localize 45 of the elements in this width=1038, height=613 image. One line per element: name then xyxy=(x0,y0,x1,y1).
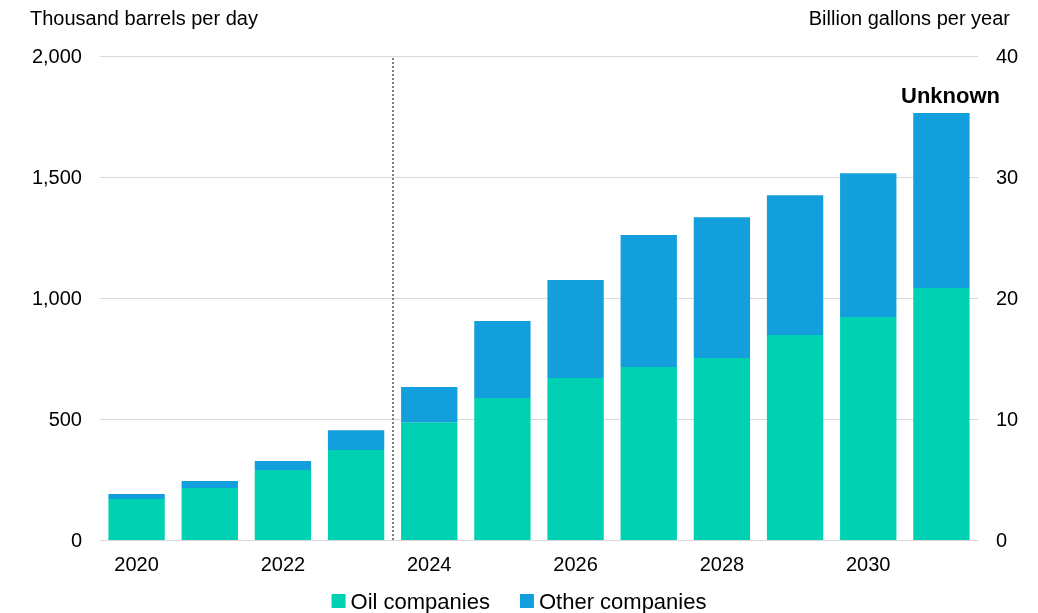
y2-axis-title: Billion gallons per year xyxy=(808,7,1011,29)
bar xyxy=(401,422,458,540)
y-tick-label: 1,500 xyxy=(31,166,82,188)
bar xyxy=(547,378,604,540)
bar xyxy=(766,195,824,336)
x-tick-label: 2026 xyxy=(553,553,598,575)
bar xyxy=(913,113,970,289)
bar xyxy=(913,288,970,540)
bar xyxy=(254,470,312,540)
bar xyxy=(693,358,751,540)
bar xyxy=(620,366,677,540)
bar xyxy=(401,387,458,423)
bar xyxy=(181,480,238,488)
bar xyxy=(254,461,312,471)
bar xyxy=(766,335,824,540)
bar xyxy=(108,494,165,500)
y-tick-label: 1,000 xyxy=(31,287,82,309)
y2-tick-label: 30 xyxy=(996,166,1019,188)
bar xyxy=(327,449,385,540)
x-tick-label: 2028 xyxy=(699,553,745,575)
x-tick-label: 2030 xyxy=(846,553,891,575)
annotation: Unknown xyxy=(901,82,1001,108)
bar xyxy=(620,235,677,367)
y2-tick-label: 20 xyxy=(996,287,1019,309)
x-tick-label: 2024 xyxy=(407,553,452,575)
y2-tick-label: 0 xyxy=(996,529,1008,551)
bar xyxy=(840,317,897,540)
y-tick-label: 0 xyxy=(70,529,82,551)
y-axis-title: Thousand barrels per day xyxy=(30,7,258,29)
y2-tick-label: 10 xyxy=(996,408,1019,430)
y-tick-label: 500 xyxy=(48,408,82,430)
bar xyxy=(547,280,604,379)
x-tick-label: 2020 xyxy=(114,553,159,575)
bar xyxy=(840,173,897,318)
legend-label: Oil companies xyxy=(350,588,490,613)
x-tick-label: 2022 xyxy=(260,553,306,575)
bar xyxy=(474,397,531,540)
y-tick-label: 2,000 xyxy=(31,45,82,67)
bar xyxy=(693,217,751,359)
bar xyxy=(474,320,531,398)
bar xyxy=(327,430,385,450)
bar xyxy=(108,499,165,540)
legend-label: Other companies xyxy=(538,588,707,613)
y2-tick-label: 40 xyxy=(996,45,1019,67)
bar xyxy=(181,487,238,540)
